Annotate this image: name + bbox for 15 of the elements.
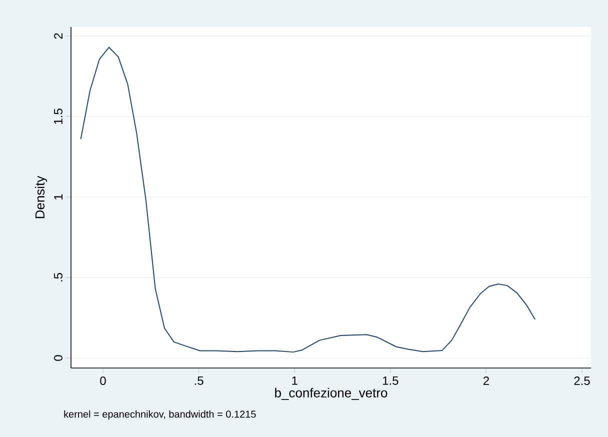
- x-axis-title: b_confezione_vetro: [275, 388, 388, 400]
- line-series: [80, 46, 536, 353]
- x-tick-label: .5: [194, 376, 204, 385]
- y-tick-label: 2: [54, 33, 62, 39]
- y-tick-label: 1.5: [54, 108, 62, 124]
- y-tick-label: .5: [54, 273, 62, 282]
- x-tick-label: 1.5: [382, 376, 398, 385]
- y-tick-label: 0: [54, 355, 62, 361]
- y-tick-label: 1: [54, 194, 62, 200]
- x-tick-label: 1: [292, 376, 298, 385]
- text: kernel = epanechnikov, bandwidth = 0.1215: [64, 410, 256, 420]
- x-tick-label: 0: [100, 376, 106, 386]
- x-tick-label: 2.5: [574, 376, 590, 386]
- x-tick-label: 2: [483, 376, 489, 385]
- y-axis-title: Density: [34, 176, 48, 218]
